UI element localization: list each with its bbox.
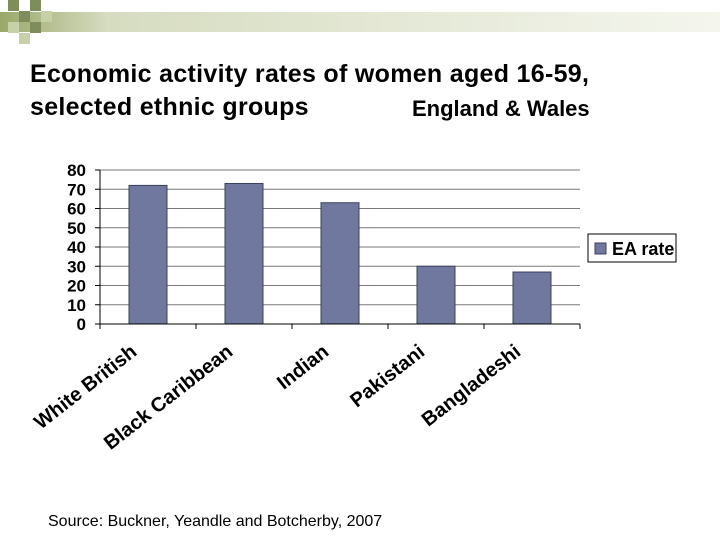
y-tick-label: 10	[67, 296, 86, 315]
y-tick-label: 70	[67, 180, 86, 199]
bars	[128, 182, 552, 325]
title-line-2: selected ethnic groups	[30, 93, 309, 121]
header-gradient-bar	[0, 12, 720, 32]
y-tick-label: 0	[77, 315, 86, 334]
slide-title: Economic activity rates of women aged 16…	[30, 58, 589, 124]
y-tick-label: 40	[67, 238, 86, 257]
bar	[320, 202, 360, 325]
y-tick-label: 20	[67, 277, 86, 296]
title-line-1: Economic activity rates of women aged 16…	[30, 60, 590, 88]
bar	[128, 184, 168, 325]
y-tick-label: 50	[67, 219, 86, 238]
legend-label: EA rate	[612, 239, 674, 259]
legend: EA rate	[587, 233, 677, 263]
y-tick-label: 80	[67, 161, 86, 180]
slide-decoration	[0, 0, 720, 44]
checker-squares	[8, 0, 52, 44]
bar	[512, 271, 552, 325]
x-category-label: Bangladeshi	[418, 341, 525, 432]
x-category-label: Pakistani	[346, 341, 429, 412]
y-tick-label: 30	[67, 257, 86, 276]
bar	[224, 182, 264, 325]
y-tick-label: 60	[67, 200, 86, 219]
legend-swatch	[594, 242, 607, 255]
bar	[416, 265, 456, 325]
x-category-label: Indian	[273, 341, 333, 395]
region-label: England & Wales	[412, 96, 590, 121]
source-note: Source: Buckner, Yeandle and Botcherby, …	[48, 513, 383, 530]
